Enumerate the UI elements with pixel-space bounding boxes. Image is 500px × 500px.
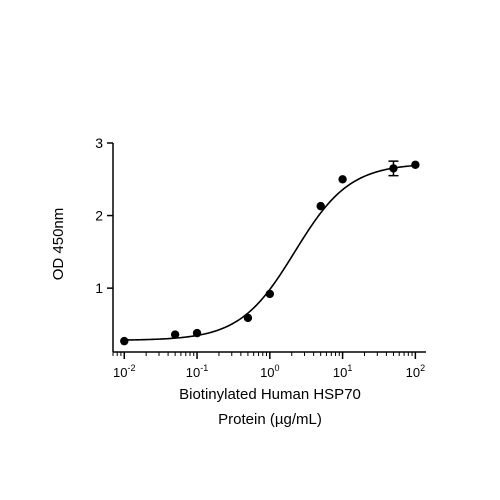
y-axis-label: OD 450nm xyxy=(50,208,67,281)
x-tick-label: 101 xyxy=(333,363,352,380)
axis-labels: OD 450nm Biotinylated Human HSP70 Protei… xyxy=(50,208,361,428)
data-point xyxy=(411,160,420,169)
data-point xyxy=(265,289,275,299)
data-point xyxy=(243,313,253,323)
y-tick-label: 3 xyxy=(95,135,103,151)
y-tick-label: 1 xyxy=(95,280,103,296)
axes: 1 2 3 10-2 10-1 100 101 102 xyxy=(95,135,426,380)
y-tick-label: 2 xyxy=(95,208,103,224)
data-points-layer xyxy=(120,160,420,346)
data-point xyxy=(338,175,347,184)
fit-curve-layer xyxy=(124,164,416,341)
x-tick-label: 100 xyxy=(260,363,279,380)
data-point xyxy=(389,164,398,173)
fit-curve xyxy=(124,164,416,341)
x-tick-label: 102 xyxy=(406,363,425,380)
x-tick-label: 10-1 xyxy=(186,363,208,380)
x-tick-label: 10-2 xyxy=(113,363,135,380)
data-point xyxy=(120,336,129,346)
data-point xyxy=(316,201,325,211)
data-point xyxy=(192,328,202,338)
data-point xyxy=(170,330,180,339)
x-axis-label-line2: Protein (µg/mL) xyxy=(218,411,322,428)
x-axis-label-line1: Biotinylated Human HSP70 xyxy=(179,386,361,403)
